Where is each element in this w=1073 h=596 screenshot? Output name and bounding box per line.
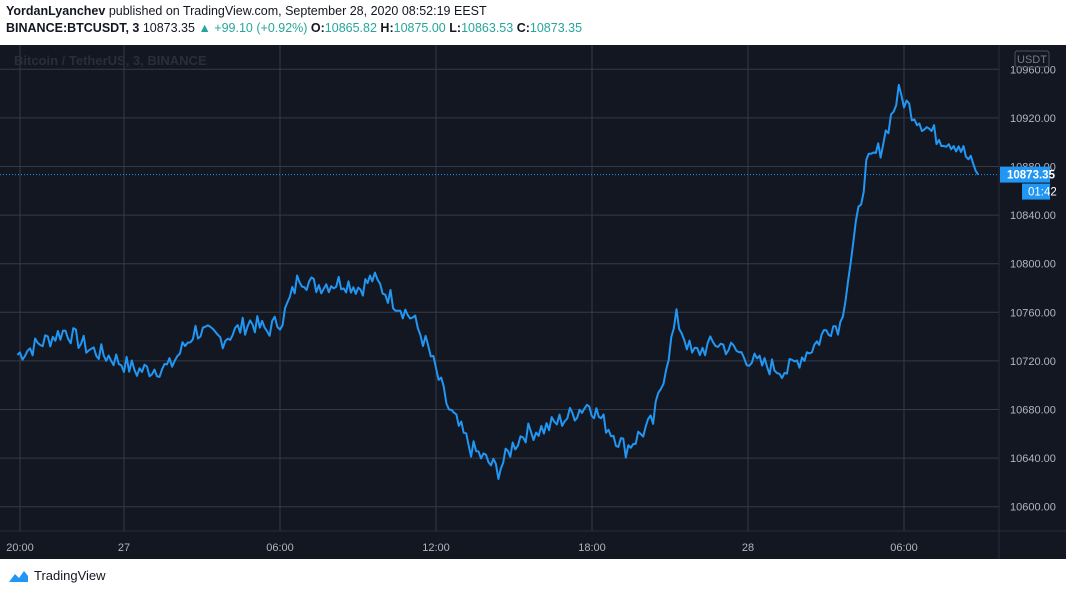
last-price: 10873.35	[142, 21, 195, 35]
low-label: L:	[449, 21, 462, 35]
price-chart[interactable]: Bitcoin / TetherUS, 3, BINANCE 10600.001…	[0, 45, 1066, 559]
price-tick-label: 10840.00	[1010, 210, 1056, 222]
open-label: O:	[310, 21, 325, 35]
close-label: C:	[516, 21, 530, 35]
high-value: 10875.00	[393, 21, 446, 35]
low-value: 10863.53	[461, 21, 514, 35]
price-tick-label: 10600.00	[1010, 502, 1056, 514]
current-price-text: 10873.35	[1007, 170, 1056, 182]
tradingview-cloud-icon	[9, 570, 28, 582]
tradingview-logo[interactable]: TradingView	[6, 568, 106, 583]
price-tick-label: 10920.00	[1010, 113, 1056, 125]
time-tick-label: 18:00	[578, 542, 606, 554]
open-value: 10865.82	[324, 21, 377, 35]
price-tick-label: 10720.00	[1010, 356, 1056, 368]
time-tick-label: 27	[118, 542, 130, 554]
close-value: 10873.35	[529, 21, 583, 35]
symbol-name: BINANCE:BTCUSDT, 3	[6, 21, 140, 35]
grid-lines	[0, 45, 999, 531]
time-tick-label: 06:00	[890, 542, 918, 554]
price-tick-label: 10800.00	[1010, 259, 1056, 271]
currency-badge[interactable]: USDT	[1014, 50, 1050, 68]
price-tick-label: 10760.00	[1010, 307, 1056, 319]
price-tick-label: 10680.00	[1010, 405, 1056, 417]
price-axis[interactable]: 10600.00 10640.00 10680.00 10720.00 10760.00…	[1010, 64, 1056, 513]
time-axis[interactable]: 20:00 27 06:00 12:00 18:00 28 06:00	[6, 542, 918, 554]
chart-watermark: Bitcoin / TetherUS, 3, BINANCE	[14, 53, 207, 68]
publish-info: YordanLyanchev published on TradingView.…	[6, 4, 487, 18]
chart-panel[interactable]: Bitcoin / TetherUS, 3, BINANCE 10600.00 1…	[0, 45, 1066, 559]
currency-badge-text: USDT	[1017, 54, 1047, 66]
time-tick-label: 28	[742, 542, 754, 554]
symbol-info-bar: BINANCE:BTCUSDT, 3 10873.35 ▲ +99.10 (+0…	[6, 21, 582, 35]
price-series-line	[16, 83, 979, 480]
time-tick-label: 06:00	[266, 542, 294, 554]
high-label: H:	[380, 21, 394, 35]
time-tick-label: 12:00	[422, 542, 450, 554]
tradingview-brand-text: TradingView	[34, 568, 106, 583]
price-tick-label: 10640.00	[1010, 453, 1056, 465]
current-price-label: 10873.35 01:42	[1000, 166, 1057, 200]
published-text: published on TradingView.com, September …	[108, 4, 487, 18]
time-tick-label: 20:00	[6, 542, 34, 554]
price-change: ▲ +99.10 (+0.92%)	[198, 21, 308, 35]
countdown-text: 01:42	[1028, 187, 1057, 199]
author-name[interactable]: YordanLyanchev	[6, 4, 106, 18]
